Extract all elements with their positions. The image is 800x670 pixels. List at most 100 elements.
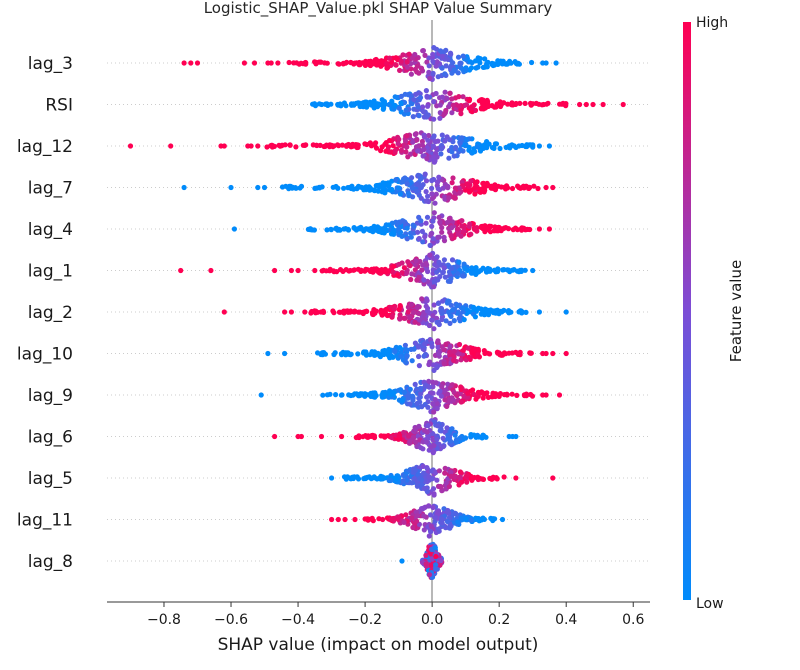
point-lag-11 [335,516,341,523]
point-lag-6 [364,434,370,440]
point-RSI [437,102,443,108]
point-lag-2 [397,316,403,322]
point-lag-12 [489,145,496,151]
point-lag-10 [265,350,271,357]
x-tick-label: −0.6 [214,612,248,628]
point-lag-3 [418,65,425,71]
point-lag-4 [485,227,492,233]
point-lag-5 [355,476,362,482]
point-lag-11 [414,513,421,519]
point-lag-12 [395,141,401,147]
point-lag-1 [427,252,433,258]
point-lag-12 [426,132,432,139]
x-tick-label: −0.8 [147,612,181,628]
point-lag-9 [514,392,520,398]
point-lag-1 [319,268,325,274]
point-lag-6 [353,434,359,441]
point-RSI [497,103,504,110]
point-lag-11 [463,516,469,522]
feature-label-lag-3: lag_3 [28,54,73,74]
point-lag-7 [535,185,541,192]
point-lag-4 [446,216,452,222]
point-lag-3 [298,60,304,66]
point-lag-4 [461,224,467,230]
point-lag-10 [509,350,515,356]
point-lag-2 [409,301,415,307]
point-lag-11 [453,511,459,517]
point-lag-7 [408,179,414,185]
point-lag-9 [258,392,264,398]
point-lag-10 [315,350,321,356]
point-lag-3 [348,59,354,66]
point-lag-6 [416,423,422,429]
point-lag-9 [543,392,549,398]
point-lag-1 [405,259,411,265]
point-lag-11 [499,516,506,523]
point-lag-11 [455,519,461,525]
point-lag-7 [387,187,393,193]
point-lag-4 [448,233,454,239]
point-lag-11 [396,514,402,521]
point-lag-9 [339,392,345,398]
point-lag-1 [435,277,441,283]
point-lag-7 [440,185,446,191]
point-lag-2 [429,317,435,323]
point-lag-6 [437,428,443,434]
point-lag-3 [181,60,187,66]
point-lag-12 [386,137,393,144]
point-lag-4 [492,224,498,230]
point-lag-3 [433,63,439,69]
point-lag-3 [451,67,457,73]
point-lag-4 [461,228,467,234]
point-lag-5 [409,480,415,486]
point-RSI [583,101,589,108]
point-lag-12 [421,134,428,140]
point-lag-2 [402,315,408,321]
point-lag-7 [255,184,261,191]
point-lag-4 [396,226,402,232]
point-lag-3 [424,59,430,65]
point-lag-8 [433,553,439,560]
point-lag-10 [517,349,523,355]
point-lag-10 [416,353,422,360]
point-lag-2 [383,306,389,312]
point-RSI [466,98,472,104]
point-lag-1 [518,268,524,274]
point-lag-1 [449,257,456,263]
point-lag-4 [430,218,436,224]
point-lag-7 [459,179,465,185]
point-lag-12 [444,134,450,140]
point-lag-12 [536,143,543,149]
point-lag-9 [372,394,378,400]
point-lag-12 [362,141,368,147]
point-lag-6 [413,439,419,445]
point-lag-7 [385,180,391,186]
point-RSI [417,91,423,97]
point-RSI [416,113,422,119]
point-lag-7 [333,183,339,190]
point-lag-4 [437,219,443,225]
point-lag-7 [341,185,347,191]
point-RSI [328,101,334,107]
point-lag-11 [490,516,496,522]
point-lag-7 [404,181,410,187]
point-RSI [405,92,411,98]
point-lag-4 [418,218,424,224]
colorbar [683,22,691,600]
point-lag-2 [499,309,505,315]
point-lag-12 [466,144,472,150]
point-lag-1 [530,267,536,274]
point-lag-11 [352,516,358,523]
x-axis-label: SHAP value (impact on model output) [218,635,539,655]
point-lag-7 [429,185,435,191]
point-lag-6 [449,426,455,432]
point-lag-9 [442,397,448,403]
point-lag-4 [333,225,339,231]
point-RSI [392,102,398,108]
point-lag-1 [347,267,353,274]
point-lag-3 [397,67,403,73]
point-lag-7 [481,187,487,193]
point-lag-4 [395,220,401,226]
feature-label-lag-2: lag_2 [28,303,73,323]
point-lag-10 [456,351,462,357]
